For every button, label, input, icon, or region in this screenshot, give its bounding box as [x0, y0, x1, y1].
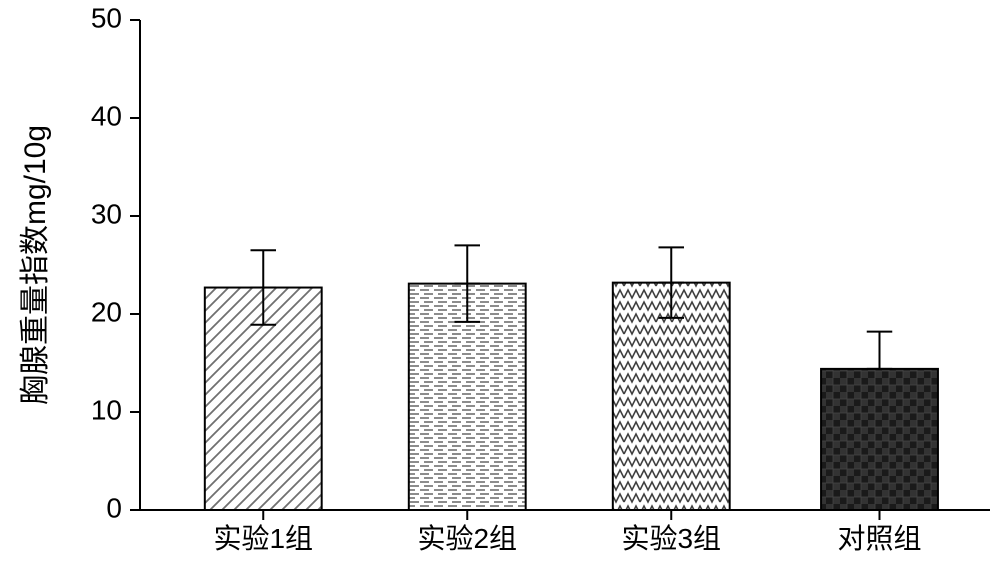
category-label: 实验3组 [621, 523, 721, 554]
y-tick-label: 40 [91, 100, 122, 131]
chart-svg: 0 10 20 30 40 50 实验1组 实验2组 实验3组 对照组 胸腺重量指数mg/10g [0, 0, 1000, 581]
y-axis-label: 胸腺重量指数mg/10g [19, 125, 52, 405]
y-axis-title: 胸腺重量指数mg/10g [19, 125, 52, 405]
category-label: 对照组 [837, 523, 921, 554]
y-tick-label: 50 [91, 2, 122, 33]
category-label: 实验1组 [213, 523, 313, 554]
y-ticks: 0 10 20 30 40 50 [91, 2, 140, 523]
y-tick-label: 0 [106, 492, 122, 523]
bar-chart: 0 10 20 30 40 50 实验1组 实验2组 实验3组 对照组 胸腺重量指数mg/10g [0, 0, 1000, 581]
error-bars [251, 245, 893, 368]
y-tick-label: 20 [91, 296, 122, 327]
category-label: 实验2组 [417, 523, 517, 554]
x-categories: 实验1组 实验2组 实验3组 对照组 [213, 510, 921, 554]
y-tick-label: 10 [91, 394, 122, 425]
y-tick-label: 30 [91, 198, 122, 229]
bar [821, 369, 938, 510]
bars [205, 283, 938, 510]
